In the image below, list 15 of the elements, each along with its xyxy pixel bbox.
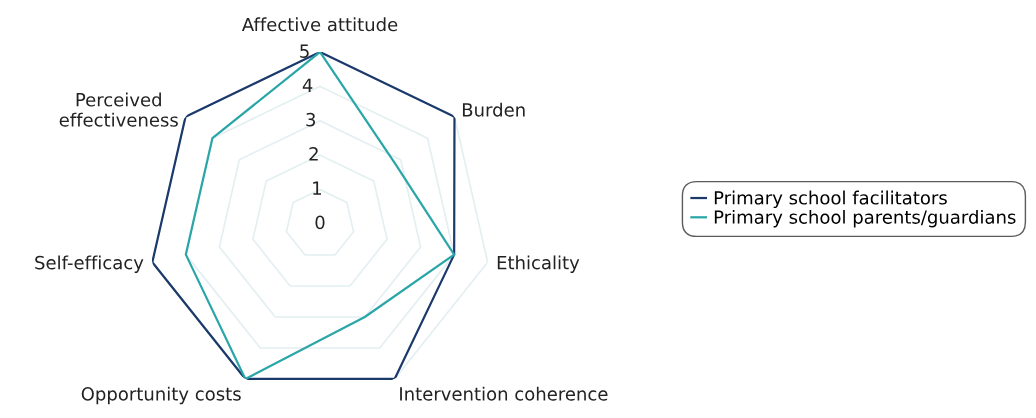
spoke-label: Burden	[462, 102, 525, 117]
legend-label: Primary school parents/guardians	[714, 209, 1016, 228]
spoke-label: Intervention coherence	[400, 386, 608, 401]
legend-label: Primary school facilitators	[714, 190, 947, 209]
spoke-label: Ethicality	[497, 255, 580, 273]
y-tick-label: 0	[315, 215, 325, 230]
spoke-label: Affective attitude	[241, 17, 398, 32]
spoke-label: Self-efficacy	[35, 255, 144, 273]
spoke-label: Opportunity costs	[81, 386, 241, 405]
y-tick-label: 3	[306, 112, 316, 127]
y-tick-label: 1	[313, 181, 321, 195]
spoke-label: Perceived effectiveness	[59, 92, 178, 127]
y-tick-label: 4	[302, 78, 313, 92]
y-tick-label: 2	[309, 147, 318, 161]
y-tick-label: 5	[300, 44, 309, 58]
